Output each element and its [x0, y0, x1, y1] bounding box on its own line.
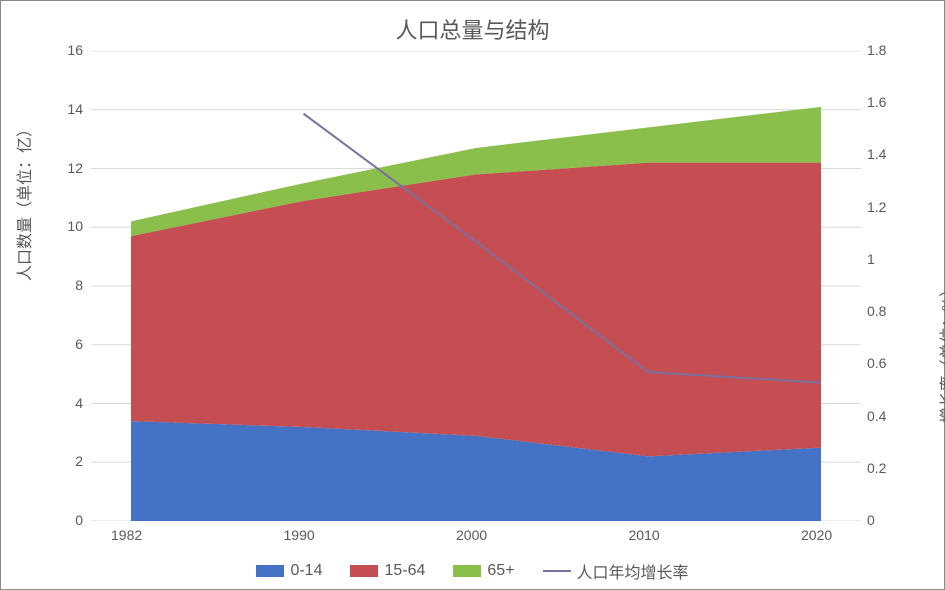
legend-swatch-icon — [256, 565, 284, 577]
y-left-tick-label: 8 — [75, 277, 83, 293]
y-right-tick-label: 1.4 — [867, 146, 886, 162]
legend-item: 人口年均增长率 — [543, 559, 689, 583]
y-right-tick-label: 0.8 — [867, 303, 886, 319]
legend: 0-14 15-64 65+ 人口年均增长率 — [1, 559, 944, 583]
legend-swatch-icon — [453, 565, 481, 577]
legend-label: 0-14 — [290, 562, 322, 580]
x-tick-label: 2000 — [456, 527, 487, 543]
chart-container: 人口总量与结构 人口数量（单位：亿） 增长率（单位：%） 02468101214… — [0, 0, 945, 590]
y-left-tick-label: 10 — [67, 218, 83, 234]
legend-label: 15-64 — [384, 562, 425, 580]
y-right-tick-label: 1 — [867, 251, 875, 267]
y-right-tick-label: 1.2 — [867, 199, 886, 215]
x-tick-label: 2020 — [801, 527, 832, 543]
y-left-tick-label: 6 — [75, 336, 83, 352]
chart-title: 人口总量与结构 — [1, 13, 944, 45]
x-tick-label: 2010 — [629, 527, 660, 543]
legend-item: 65+ — [453, 559, 514, 583]
y-right-tick-label: 1.8 — [867, 42, 886, 58]
y-left-tick-label: 14 — [67, 101, 83, 117]
y-right-tick-label: 0 — [867, 512, 875, 528]
y-left-tick-label: 2 — [75, 453, 83, 469]
y-axis-left-label: 人口数量（单位：亿） — [11, 121, 35, 281]
y-left-tick-label: 16 — [67, 42, 83, 58]
legend-item: 0-14 — [256, 559, 322, 583]
y-left-tick-label: 0 — [75, 512, 83, 528]
y-right-tick-label: 1.6 — [867, 94, 886, 110]
y-right-tick-label: 0.6 — [867, 355, 886, 371]
y-left-tick-label: 4 — [75, 395, 83, 411]
x-tick-label: 1982 — [111, 527, 142, 543]
legend-swatch-icon — [350, 565, 378, 577]
y-left-tick-label: 12 — [67, 160, 83, 176]
y-right-tick-label: 0.2 — [867, 460, 886, 476]
legend-label: 65+ — [487, 562, 514, 580]
y-axis-right-label: 增长率（单位：%） — [934, 281, 945, 423]
legend-label: 人口年均增长率 — [577, 559, 689, 583]
plot-area — [91, 51, 861, 521]
legend-item: 15-64 — [350, 559, 425, 583]
legend-line-icon — [543, 570, 571, 572]
y-right-tick-label: 0.4 — [867, 408, 886, 424]
x-tick-label: 1990 — [284, 527, 315, 543]
